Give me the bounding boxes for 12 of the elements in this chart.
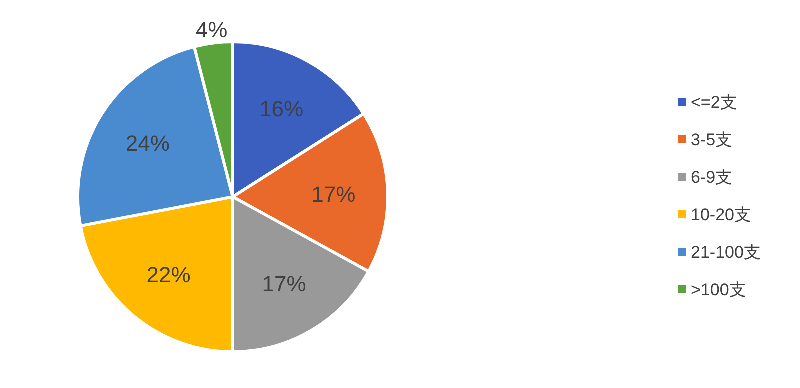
legend-label: 6-9支 — [691, 168, 733, 187]
legend-label: <=2支 — [691, 93, 738, 112]
data-label: 16% — [260, 96, 304, 122]
legend-label: 3-5支 — [691, 130, 733, 150]
data-label: 17% — [262, 272, 306, 297]
data-label: 22% — [146, 262, 191, 288]
data-label: 4% — [196, 17, 228, 42]
legend-label: 10-20支 — [691, 206, 752, 224]
data-label: 24% — [126, 131, 170, 156]
legend-label: >100支 — [691, 280, 746, 300]
data-label: 17% — [312, 182, 356, 207]
legend-label: 21-100支 — [691, 243, 761, 262]
